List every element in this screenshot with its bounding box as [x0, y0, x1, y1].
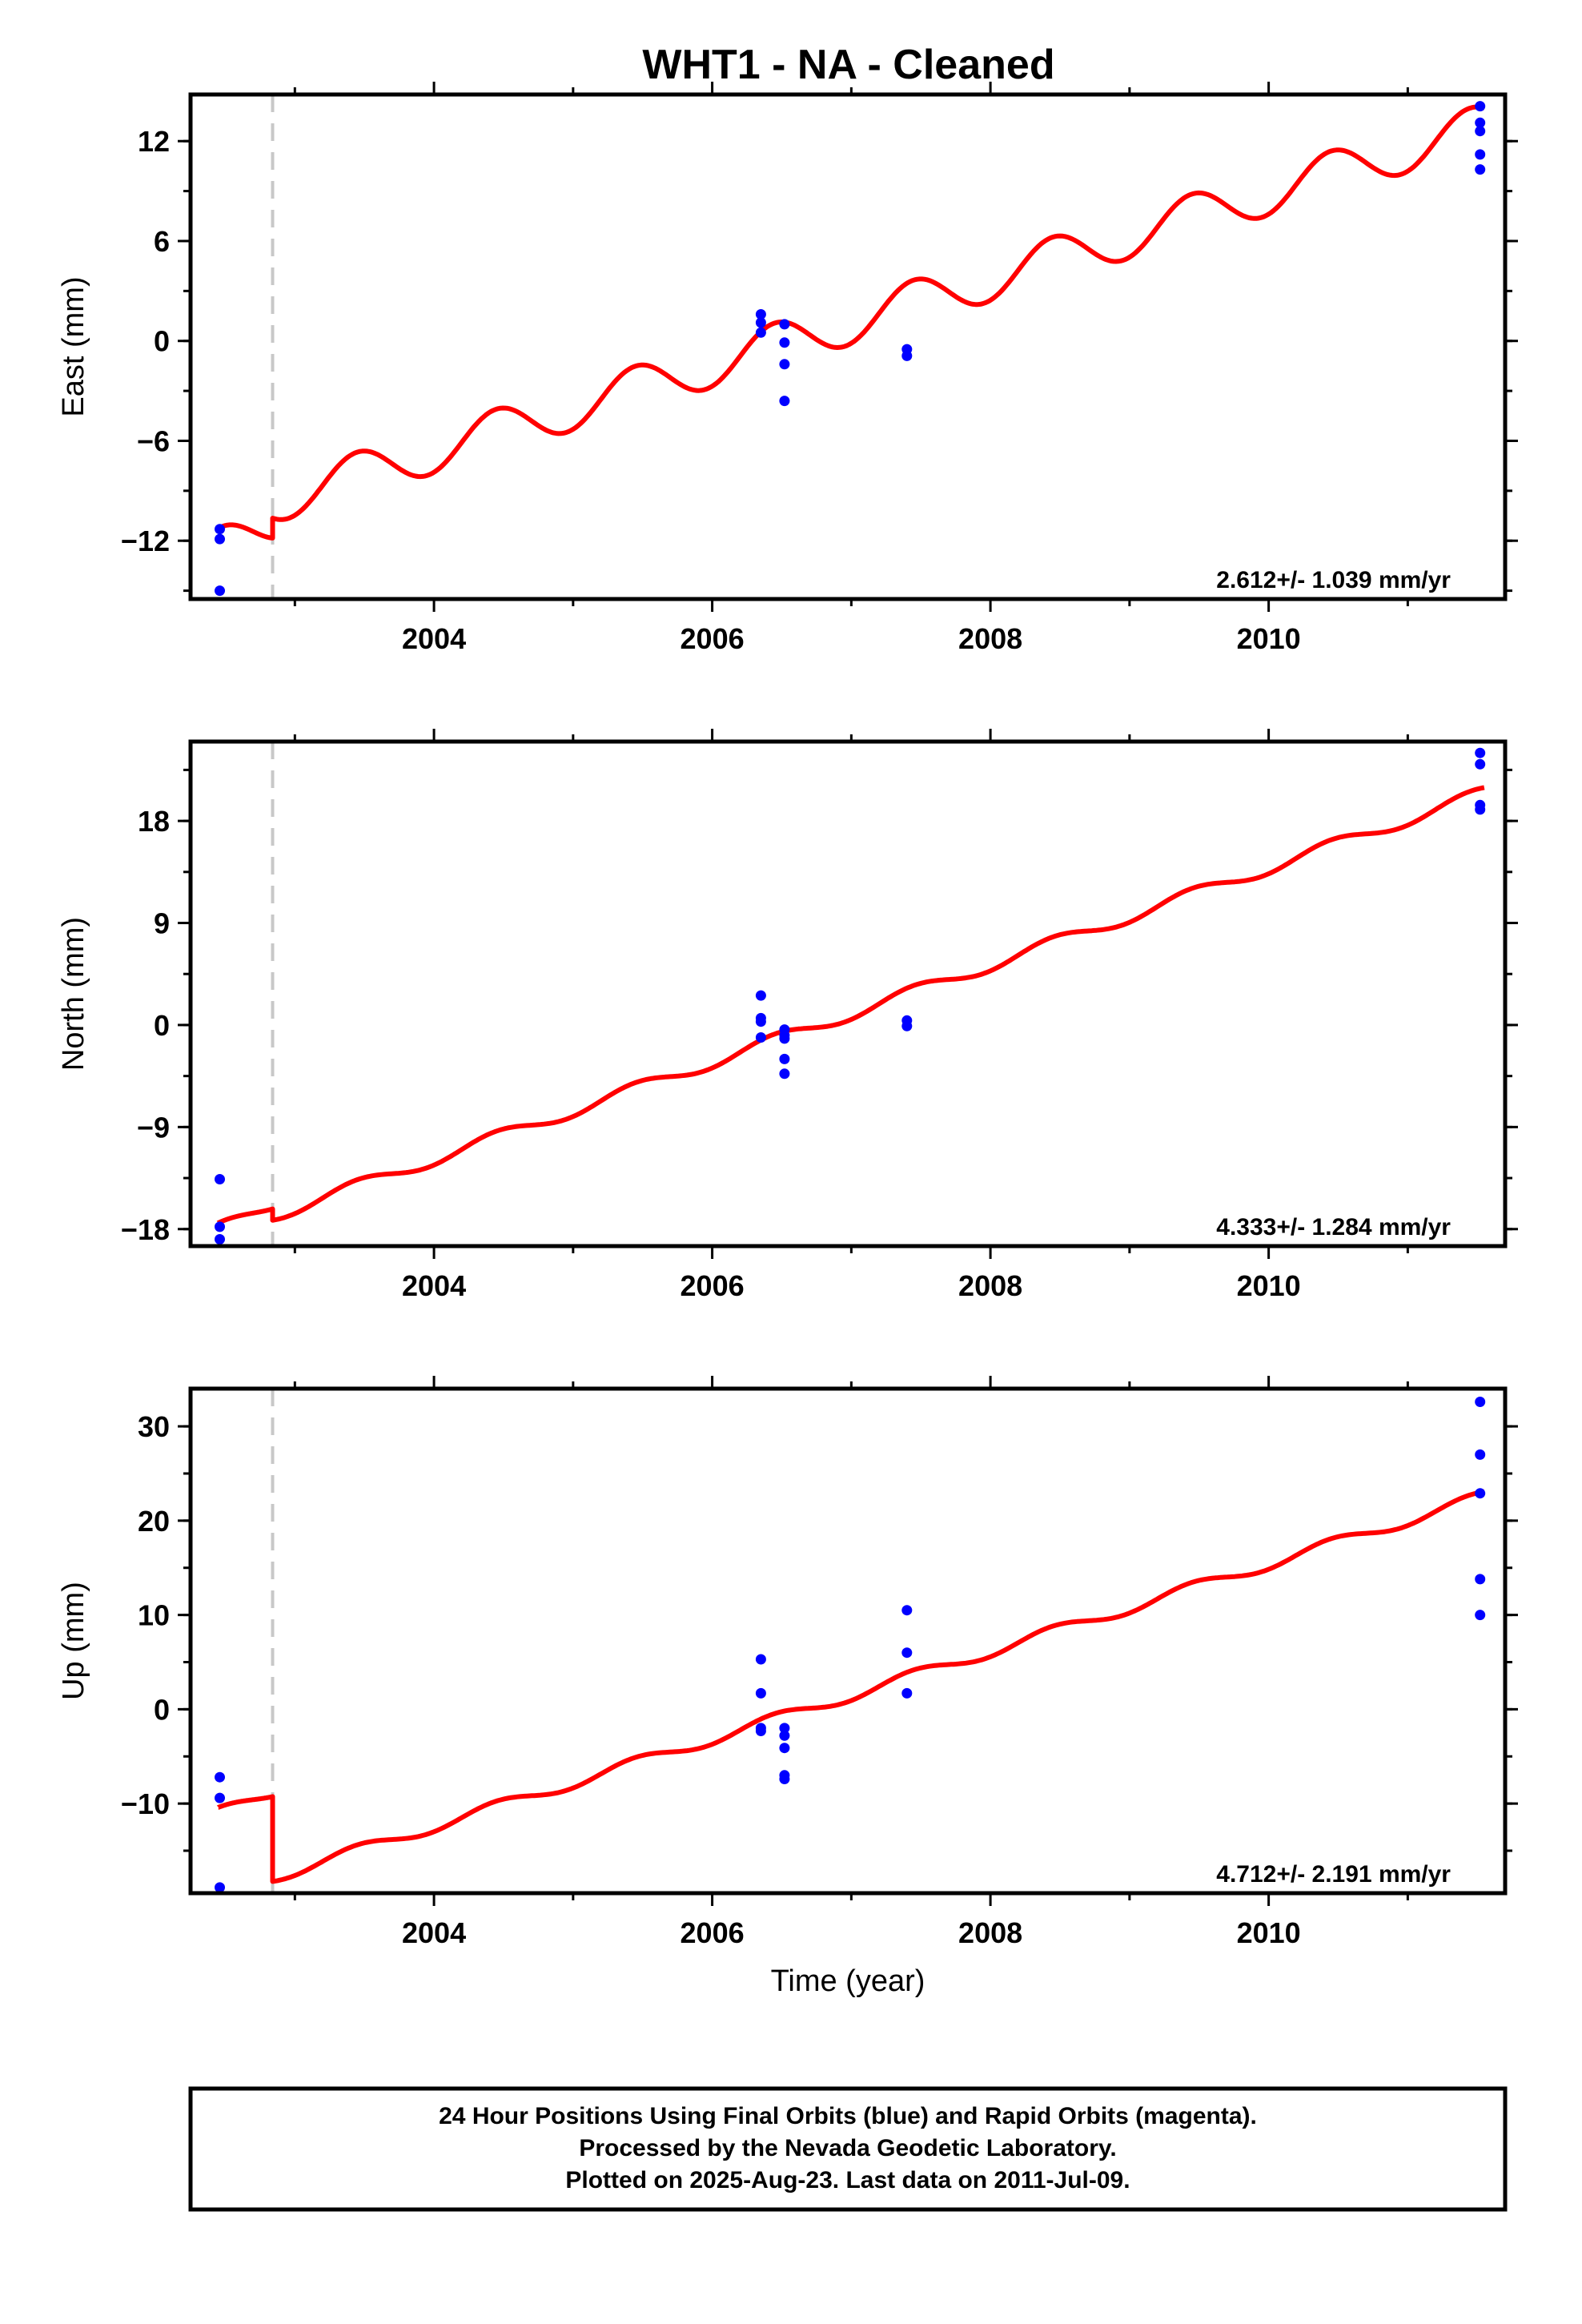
up-data-point — [1475, 1488, 1486, 1499]
figure-title: WHT1 - NA - Cleaned — [642, 42, 1054, 88]
north-x-tick-label: 2006 — [681, 1269, 745, 1302]
up-data-point — [901, 1647, 913, 1659]
up-data-point — [1475, 1610, 1486, 1621]
up-y-tick-label: 20 — [138, 1505, 170, 1538]
north-panel: 2004 2006 2008 2010 −18 −9 0 9 18 North (mm) 4.333… — [57, 729, 1518, 1302]
north-data-point — [779, 1053, 790, 1064]
up-y-tick-label: −10 — [121, 1787, 170, 1820]
up-x-tick-label: 2008 — [958, 1916, 1022, 1949]
up-data-point — [779, 1774, 790, 1784]
east-panel: 2004 2006 2008 2010 −12 −6 0 6 12 East (mm) 2.612+… — [57, 82, 1518, 655]
up-x-axis-label: Time (year) — [771, 1964, 926, 1998]
up-data-point — [755, 1687, 766, 1699]
north-data-point — [779, 1068, 790, 1080]
up-data-point — [215, 1771, 225, 1783]
up-data-point — [755, 1654, 766, 1665]
north-data-point — [215, 1174, 225, 1184]
up-data-point — [1475, 1574, 1486, 1585]
up-y-tick-label: 10 — [138, 1599, 170, 1632]
east-data-point — [1475, 164, 1486, 175]
up-y-tick-label: 30 — [138, 1410, 170, 1443]
east-data-point — [755, 317, 766, 328]
east-y-axis-label: East (mm) — [57, 276, 90, 416]
north-data-point — [901, 1020, 913, 1031]
north-y-tick-label: −9 — [137, 1111, 170, 1144]
north-data-point — [1475, 804, 1486, 815]
east-data-point — [215, 585, 225, 597]
east-y-tick-label: −6 — [137, 424, 170, 457]
north-data-point — [755, 1032, 766, 1043]
north-y-tick-label: −18 — [121, 1213, 170, 1246]
east-data-point — [1475, 126, 1486, 137]
east-y-tick-label: 6 — [154, 225, 170, 258]
north-data-point — [755, 990, 766, 1001]
north-data-point — [215, 1234, 225, 1244]
up-x-tick-label: 2010 — [1237, 1916, 1301, 1949]
north-data-point — [1475, 747, 1486, 758]
up-data-point — [779, 1723, 790, 1734]
east-rate-label: 2.612+/- 1.039 mm/yr — [1216, 567, 1451, 593]
caption-frame — [188, 2086, 1508, 2212]
east-x-tick-label: 2008 — [958, 622, 1022, 655]
up-data-point — [1475, 1397, 1486, 1407]
east-data-point — [779, 337, 790, 348]
east-data-point — [779, 396, 790, 407]
north-y-tick-label: 9 — [154, 907, 170, 940]
east-data-point — [1475, 101, 1486, 112]
up-data-point — [901, 1605, 913, 1616]
up-x-tick-label: 2006 — [681, 1916, 745, 1949]
east-data-point — [779, 319, 790, 330]
caption-line-2: Processed by the Nevada Geodetic Laborat… — [579, 2135, 1116, 2161]
east-y-tick-label: −12 — [121, 525, 170, 557]
caption-line-1: 24 Hour Positions Using Final Orbits (bl… — [439, 2103, 1257, 2129]
north-x-tick-label: 2004 — [402, 1269, 466, 1302]
east-data-point — [755, 309, 766, 320]
up-model-line — [215, 1489, 1485, 1884]
north-data-point — [779, 1033, 790, 1044]
up-data-point — [779, 1730, 790, 1741]
up-data-point — [1475, 1449, 1486, 1460]
east-plot-frame — [188, 92, 1508, 601]
up-data-point — [779, 1743, 790, 1754]
north-data-point — [1475, 758, 1486, 770]
north-data-point — [215, 1221, 225, 1232]
north-plot-frame — [188, 739, 1508, 1248]
east-x-tick-label: 2006 — [681, 622, 745, 655]
east-data-point — [1475, 117, 1486, 128]
north-data-point — [755, 1016, 766, 1027]
east-data-point — [215, 533, 225, 545]
up-data-point — [215, 1792, 225, 1803]
up-data-point — [215, 1882, 225, 1893]
east-x-tick-label: 2010 — [1237, 622, 1301, 655]
north-model-line — [215, 785, 1485, 1225]
north-x-tick-label: 2010 — [1237, 1269, 1301, 1302]
caption-box: 24 Hour Positions Using Final Orbits (bl… — [188, 2086, 1508, 2212]
north-y-axis-label: North (mm) — [57, 917, 90, 1071]
up-y-tick-label: 0 — [154, 1693, 170, 1726]
east-data-point — [779, 359, 790, 370]
up-panel: 2004 2006 2008 2010 −10 0 10 20 30 Up (mm) Time (y… — [57, 1376, 1518, 1998]
up-y-axis-label: Up (mm) — [57, 1582, 90, 1700]
north-x-tick-label: 2008 — [958, 1269, 1022, 1302]
east-x-tick-label: 2004 — [402, 622, 466, 655]
up-rate-label: 4.712+/- 2.191 mm/yr — [1216, 1861, 1451, 1888]
east-y-tick-label: 12 — [138, 125, 170, 158]
east-data-point — [1475, 149, 1486, 160]
east-data-point — [901, 350, 913, 361]
north-y-tick-label: 0 — [154, 1009, 170, 1042]
east-data-point — [755, 327, 766, 338]
up-data-point — [901, 1687, 913, 1699]
east-data-point — [215, 524, 225, 535]
up-x-tick-label: 2004 — [402, 1916, 466, 1949]
east-y-tick-label: 0 — [154, 325, 170, 358]
up-plot-frame — [188, 1386, 1508, 1896]
north-rate-label: 4.333+/- 1.284 mm/yr — [1216, 1214, 1451, 1240]
caption-line-3: Plotted on 2025-Aug-23. Last data on 201… — [565, 2167, 1130, 2193]
up-data-point — [755, 1726, 766, 1736]
north-y-tick-label: 18 — [138, 805, 170, 838]
east-model-line — [215, 104, 1485, 541]
